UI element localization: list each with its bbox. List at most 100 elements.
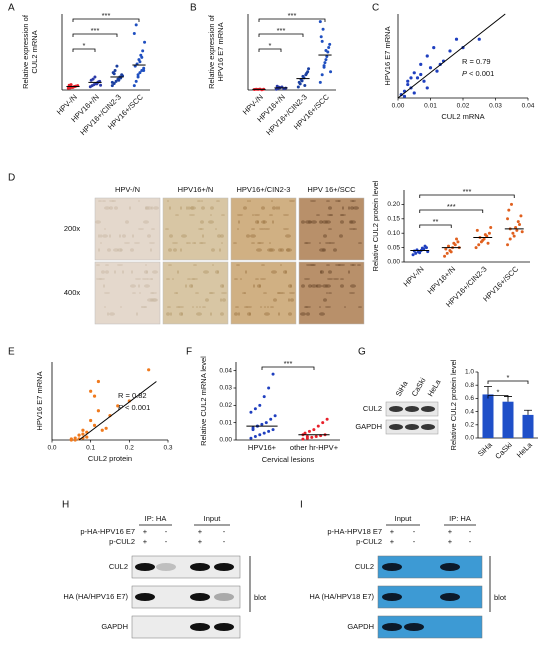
tissue-texture	[129, 206, 131, 210]
data-dot	[418, 251, 422, 255]
data-dot	[449, 250, 453, 254]
data-dot	[142, 68, 146, 72]
data-dot	[506, 217, 510, 221]
tissue-texture	[319, 220, 323, 224]
data-point	[428, 66, 433, 70]
significance-label: *	[83, 41, 86, 50]
data-dot	[267, 429, 271, 433]
tissue-texture	[342, 206, 344, 210]
tissue-texture	[255, 220, 259, 224]
tissue-texture	[216, 200, 220, 202]
condition-sign: +	[390, 537, 395, 546]
data-dot	[444, 247, 448, 251]
tissue-texture	[236, 264, 240, 266]
data-dot	[320, 39, 324, 43]
tissue-texture	[139, 292, 141, 294]
tissue-texture	[286, 248, 290, 252]
data-dot	[271, 428, 275, 432]
condition-sign: -	[223, 527, 226, 536]
tissue-texture	[328, 206, 332, 210]
tissue-texture	[220, 298, 222, 302]
condition-sign: -	[469, 537, 472, 546]
tissue-texture	[208, 220, 214, 224]
data-point	[425, 86, 429, 90]
condition-label: p-HA-HPV18 E7	[327, 527, 382, 536]
tissue-texture	[165, 228, 169, 230]
tissue-texture	[257, 242, 261, 244]
data-dot	[520, 230, 524, 234]
tissue-texture	[200, 228, 202, 230]
tissue-texture	[210, 312, 212, 316]
group-header: Input	[395, 514, 413, 523]
tissue-texture	[323, 234, 327, 238]
data-dot	[307, 429, 311, 433]
tissue-texture	[244, 306, 248, 308]
data-dot	[314, 435, 318, 439]
tissue-texture	[325, 284, 331, 288]
data-point	[425, 54, 429, 58]
blot-band	[404, 623, 424, 631]
y-axis-label: HPV16 E7 mRNA	[216, 22, 225, 81]
tissue-texture	[185, 284, 187, 288]
tissue-texture	[166, 312, 170, 316]
tissue-texture	[251, 242, 255, 244]
tissue-texture	[271, 200, 273, 202]
tissue-texture	[172, 278, 174, 280]
tissue-texture	[176, 306, 180, 308]
data-point	[69, 438, 73, 442]
tissue-texture	[233, 242, 237, 244]
tissue-texture	[105, 270, 109, 274]
tissue-texture	[280, 264, 282, 266]
significance-bracket	[419, 194, 515, 198]
tissue-texture	[135, 278, 141, 280]
tissue-texture	[189, 214, 195, 216]
tissue-texture	[147, 278, 149, 280]
tissue-texture	[328, 270, 332, 274]
y-tick-label: 0.04	[219, 367, 232, 374]
significance-label: ***	[91, 26, 100, 35]
data-dot	[258, 403, 262, 407]
significance-bracket	[258, 33, 304, 37]
tissue-texture	[122, 270, 124, 274]
data-dot	[297, 80, 301, 84]
tissue-texture	[327, 278, 333, 280]
tissue-texture	[338, 200, 340, 202]
y-tick-label: 0.8	[465, 382, 474, 389]
tissue-texture	[107, 312, 109, 316]
data-dot	[112, 72, 116, 76]
data-dot	[489, 225, 493, 229]
tissue-texture	[192, 242, 196, 244]
tissue-texture	[301, 284, 305, 288]
tissue-texture	[196, 312, 202, 316]
tissue-texture	[323, 298, 327, 302]
data-dot	[134, 79, 138, 83]
y-axis-label: Relative expression of	[207, 14, 216, 89]
condition-sign: +	[143, 537, 148, 546]
tissue-texture	[311, 284, 317, 288]
data-dot	[305, 71, 309, 75]
data-point	[89, 389, 93, 393]
blot-row-label: GAPDH	[101, 622, 128, 631]
data-point	[406, 79, 410, 83]
data-dot	[318, 80, 322, 84]
tissue-texture	[114, 206, 118, 210]
tissue-texture	[326, 264, 330, 266]
blot-strip	[377, 585, 483, 609]
y-tick-label: 0.0	[465, 435, 474, 442]
data-dot	[110, 80, 114, 84]
data-dot	[483, 233, 487, 237]
tissue-texture	[245, 270, 247, 274]
tissue-texture	[290, 298, 294, 302]
blot-band	[382, 593, 402, 601]
data-dot	[319, 35, 323, 39]
tissue-texture	[98, 234, 100, 238]
tissue-texture	[147, 234, 151, 238]
group-header: IP: HA	[449, 514, 471, 523]
data-dot	[475, 228, 479, 232]
data-dot	[445, 251, 449, 255]
tissue-texture	[350, 220, 356, 224]
data-dot	[443, 254, 447, 258]
y-axis-label: Relative expression of	[21, 14, 30, 89]
tissue-texture	[190, 206, 194, 210]
tissue-texture	[199, 242, 203, 244]
